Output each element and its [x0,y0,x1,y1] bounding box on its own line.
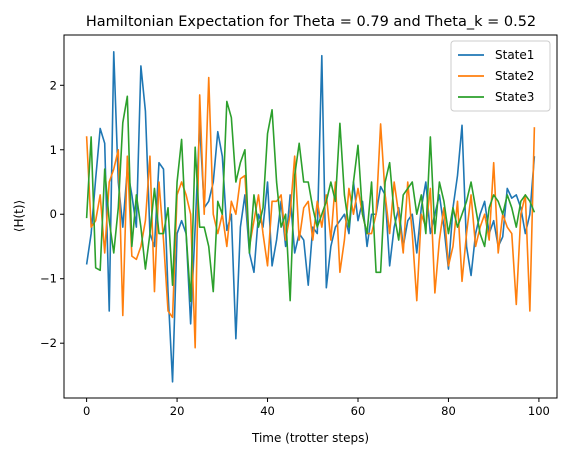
series-line-2 [85,76,536,349]
legend-label: State1 [495,48,534,62]
y-axis-label: ⟨H(t)⟩ [12,200,26,232]
x-tick-label: 0 [83,404,90,418]
y-tick-label: −2 [40,336,57,350]
x-tick-label: 100 [528,404,550,418]
axis-ticks: 0 20 40 60 80 100 −2 −1 0 1 2 [40,78,550,418]
legend-label: State2 [495,69,534,83]
legend: State1 State2 State3 [450,40,551,112]
x-tick-label: 40 [260,404,275,418]
x-tick-label: 20 [170,404,185,418]
x-tick-label: 60 [351,404,366,418]
series-line-1 [85,50,536,383]
plot-frame [63,34,558,399]
series-line-3 [85,95,536,303]
x-axis-label: Time (trotter steps) [251,431,369,445]
legend-box [450,40,551,112]
y-tick-label: −1 [40,272,57,286]
x-tick-label: 80 [441,404,456,418]
plot-lines [85,50,536,383]
y-tick-label: 0 [50,207,57,221]
legend-label: State3 [495,90,534,104]
y-tick-label: 2 [50,78,57,92]
chart-title: Hamiltonian Expectation for Theta = 0.79… [86,14,536,30]
y-tick-label: 1 [50,143,57,157]
